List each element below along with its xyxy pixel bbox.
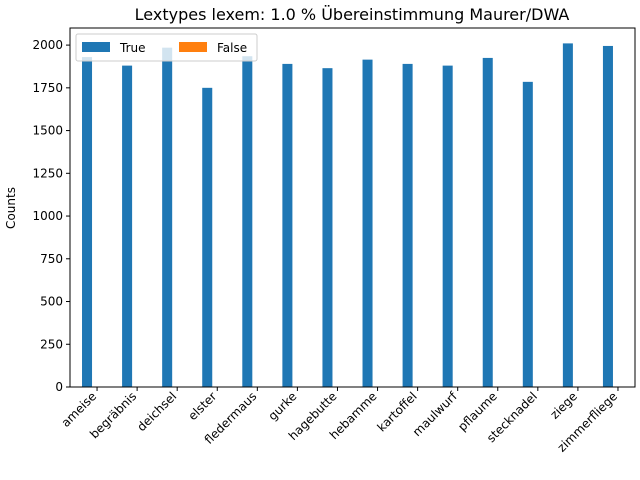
- bar-true-pflaume: [482, 57, 493, 388]
- bar-true-deichsel: [162, 47, 173, 387]
- x-tick-label-ziege: ziege: [547, 389, 580, 422]
- y-tick-label: 750: [40, 252, 63, 266]
- x-tick-label-gurke: gurke: [266, 389, 300, 423]
- bar-true-maulwurf: [442, 65, 453, 388]
- legend-swatch-false: [179, 42, 207, 52]
- y-tick-label: 0: [55, 380, 63, 394]
- bar-true-begräbnis: [122, 65, 133, 388]
- x-tick-label-ameise: ameise: [59, 389, 100, 430]
- y-axis-label: Counts: [4, 187, 18, 229]
- chart-title: Lextypes lexem: 1.0 % Übereinstimmung Ma…: [135, 5, 570, 24]
- legend-label-true: True: [119, 41, 146, 55]
- bar-true-elster: [202, 87, 213, 387]
- y-tick-label: 2000: [32, 38, 63, 52]
- legend-swatch-true: [82, 42, 110, 52]
- y-axis: 0 250 500 750 1000 1250 1500 1750 2000: [32, 38, 70, 394]
- y-tick-label: 1500: [32, 124, 63, 138]
- x-tick-label-deichsel: deichsel: [134, 389, 179, 434]
- bar-true-hagebutte: [322, 68, 333, 388]
- plot-frame: [69, 27, 636, 388]
- x-tick-label-elster: elster: [185, 389, 219, 423]
- x-tick-label-maulwurf: maulwurf: [410, 389, 460, 439]
- bar-true-fledermaus: [242, 56, 253, 388]
- y-tick-label: 1000: [32, 209, 63, 223]
- bar-true-kartoffel: [402, 63, 413, 388]
- bar-true-stecknadel: [522, 81, 533, 387]
- legend-box: [75, 33, 258, 62]
- legend-label-false: False: [217, 41, 247, 55]
- bar-true-zimmerfliege: [602, 45, 613, 387]
- bar-true-ameise: [82, 57, 93, 388]
- legend: True False: [75, 33, 258, 62]
- bar-true-ziege: [562, 43, 573, 387]
- y-tick-label: 250: [40, 337, 63, 351]
- y-tick-label: 1250: [32, 166, 63, 180]
- bars-layer: [82, 43, 613, 388]
- bar-true-gurke: [282, 63, 293, 388]
- y-tick-label: 500: [40, 295, 63, 309]
- y-tick-label: 1750: [32, 81, 63, 95]
- bar-true-hebamme: [362, 59, 373, 387]
